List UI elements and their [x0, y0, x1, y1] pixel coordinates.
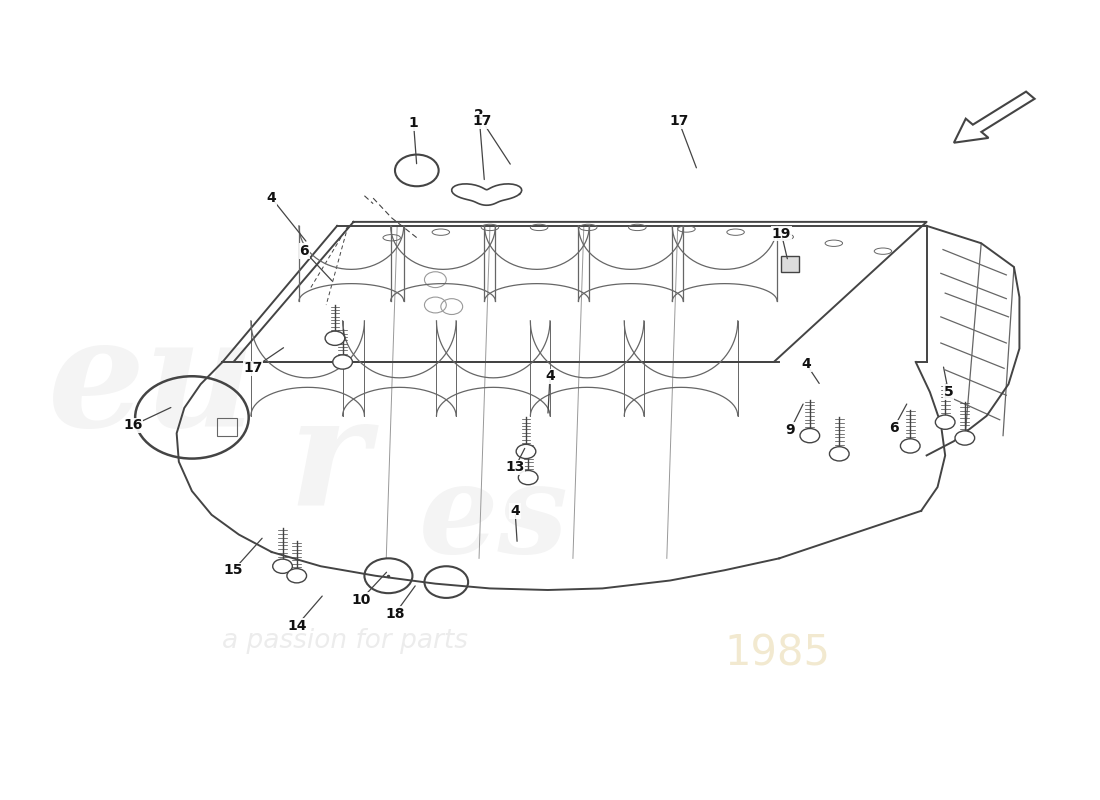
Text: 17: 17 — [473, 114, 492, 128]
Circle shape — [518, 470, 538, 485]
Circle shape — [800, 429, 820, 442]
Text: 5: 5 — [944, 385, 954, 399]
Circle shape — [333, 355, 352, 369]
Text: 17: 17 — [669, 114, 689, 128]
Circle shape — [901, 438, 920, 453]
Text: 16: 16 — [123, 418, 143, 432]
Text: r: r — [288, 389, 368, 538]
Text: 18: 18 — [385, 606, 405, 621]
Text: eu: eu — [47, 310, 256, 458]
Text: 10: 10 — [352, 593, 371, 606]
Circle shape — [273, 559, 293, 574]
Text: 9: 9 — [785, 423, 795, 437]
Text: 6: 6 — [889, 421, 899, 434]
Bar — [781, 256, 799, 272]
Text: 15: 15 — [223, 563, 243, 578]
Text: 17: 17 — [243, 362, 263, 375]
Text: 1985: 1985 — [725, 632, 830, 674]
Text: 14: 14 — [287, 618, 307, 633]
Text: 19: 19 — [772, 226, 791, 241]
Bar — [217, 418, 236, 436]
Text: 4: 4 — [266, 191, 276, 205]
Text: 1: 1 — [409, 116, 418, 130]
Circle shape — [326, 331, 344, 346]
Text: 6: 6 — [299, 244, 309, 258]
Text: a passion for parts: a passion for parts — [222, 629, 469, 654]
Circle shape — [516, 444, 536, 458]
Circle shape — [287, 569, 307, 583]
Text: 13: 13 — [505, 460, 525, 474]
Text: 4: 4 — [546, 370, 554, 383]
FancyArrow shape — [954, 92, 1035, 142]
Text: 2: 2 — [474, 108, 484, 122]
Text: 4: 4 — [510, 504, 520, 518]
Circle shape — [935, 415, 955, 430]
Text: es: es — [419, 458, 569, 579]
Text: 4: 4 — [802, 358, 812, 371]
Circle shape — [955, 431, 975, 445]
Circle shape — [829, 446, 849, 461]
